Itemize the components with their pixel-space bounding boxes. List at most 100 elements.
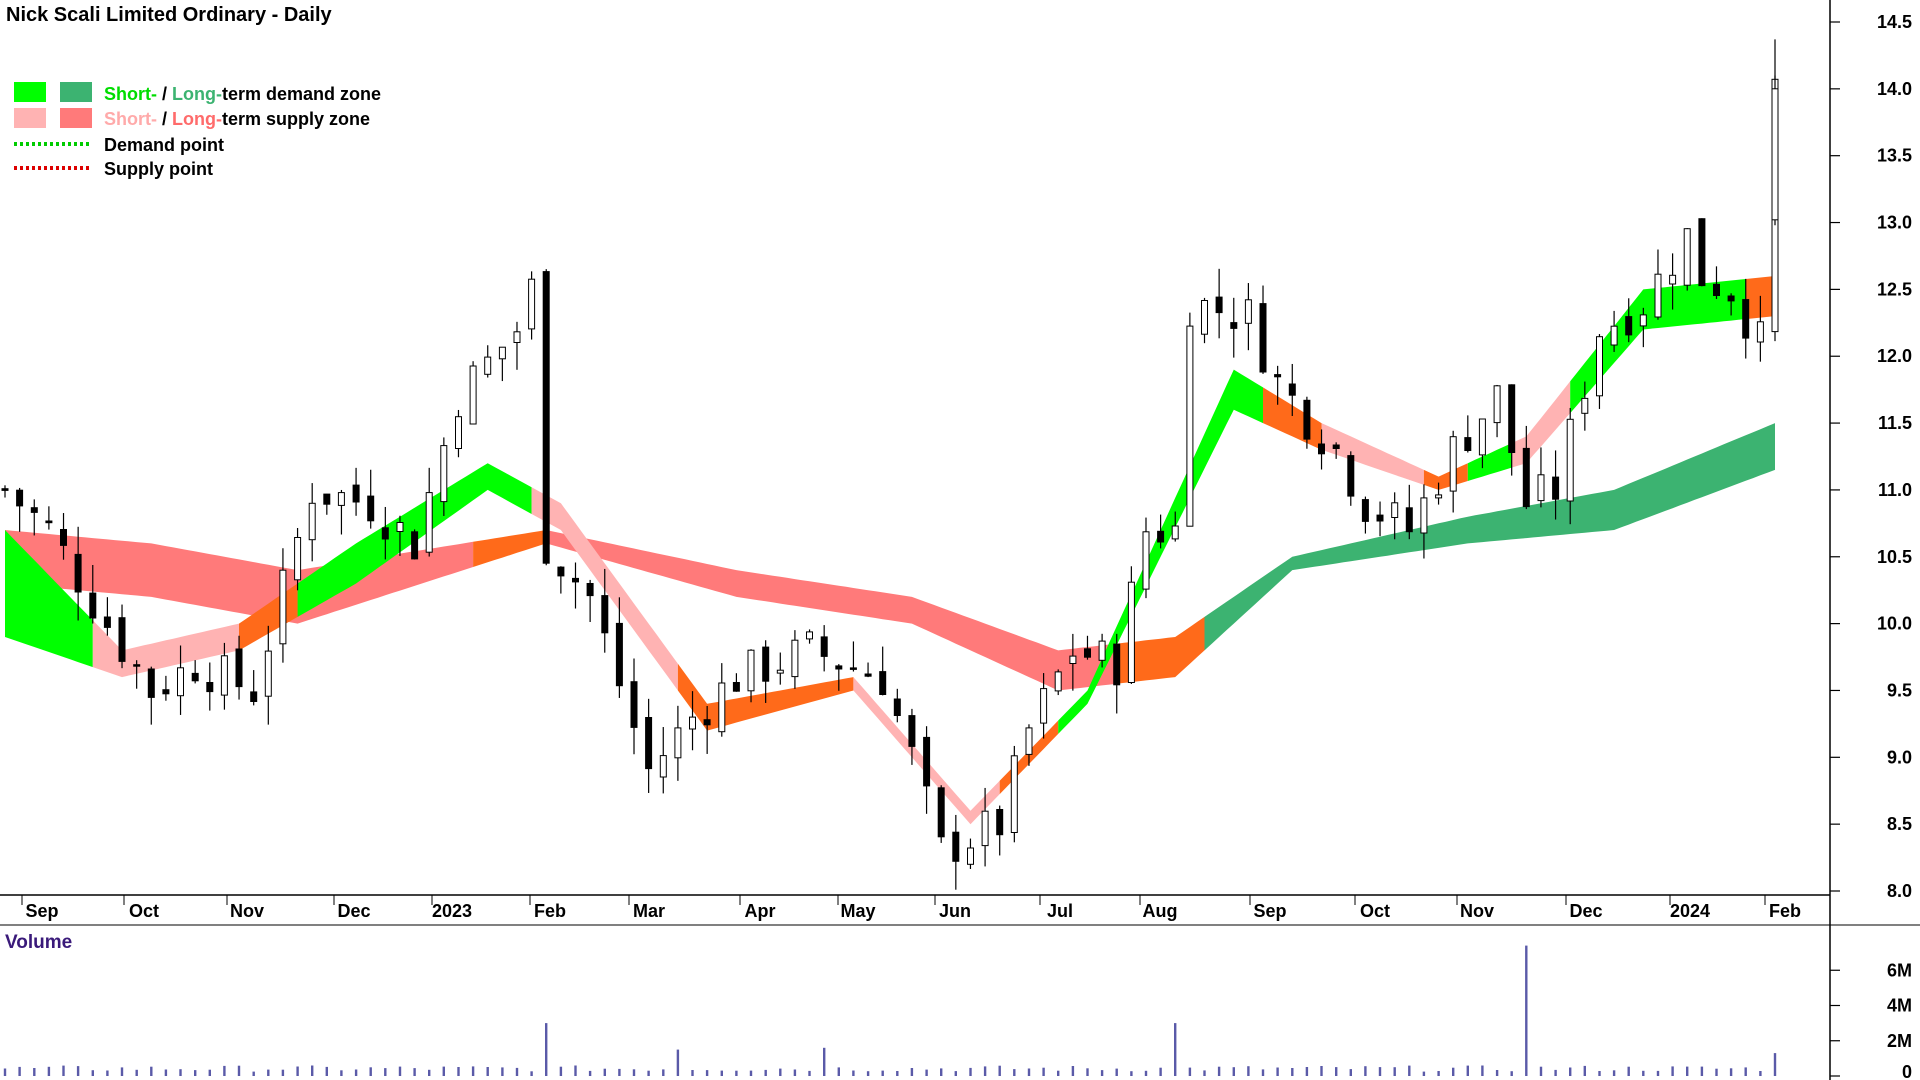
volume-bar — [881, 1070, 884, 1076]
candle-body — [791, 639, 799, 678]
candle-body — [952, 831, 960, 862]
candle-body — [469, 365, 477, 425]
candle-body — [1376, 514, 1384, 522]
candle-body — [118, 617, 126, 662]
candle-body — [1537, 474, 1545, 502]
volume-bar — [837, 1067, 840, 1076]
candle-body — [294, 537, 302, 581]
volume-bar — [1027, 1068, 1031, 1076]
volume-bar — [1174, 1023, 1177, 1076]
long-term-band-segment — [546, 530, 1117, 691]
volume-bar — [1671, 1066, 1674, 1076]
candle-body — [1171, 525, 1179, 540]
x-tick-label: Sep — [1253, 901, 1286, 921]
candle-body — [806, 631, 813, 640]
short-term-band-segment — [92, 620, 239, 678]
candle-body — [45, 520, 53, 524]
volume-bar — [1554, 1069, 1557, 1076]
candle-body — [1698, 218, 1706, 287]
candle-body — [1654, 273, 1662, 318]
y-tick-label: 14.0 — [1877, 79, 1912, 99]
candle-body — [411, 531, 419, 560]
candle-body — [923, 736, 931, 787]
volume-bar — [1188, 1067, 1192, 1076]
volume-tick-label: 2M — [1887, 1031, 1912, 1051]
candle-body — [162, 689, 170, 695]
long-term-band-segment — [1116, 616, 1205, 684]
candle-body — [1464, 437, 1472, 452]
x-tick-label: Jul — [1047, 901, 1073, 921]
volume-bar — [588, 1070, 592, 1076]
volume-bar — [779, 1068, 782, 1076]
volume-bar — [1642, 1070, 1645, 1076]
volume-bar — [354, 1069, 358, 1076]
candle-body — [1610, 325, 1618, 346]
volume-bar — [1686, 1066, 1689, 1076]
volume-bar — [413, 1068, 416, 1076]
x-tick-label: Dec — [1569, 901, 1602, 921]
x-tick-label: Feb — [1769, 901, 1801, 921]
legend-demand-zone: Short- / Long-term demand zone — [104, 84, 381, 104]
volume-bar — [896, 1071, 899, 1076]
candle-body — [1361, 499, 1369, 522]
candle-body — [1025, 727, 1033, 755]
long-term-band-segment — [473, 530, 547, 567]
volume-tick-label: 0 — [1902, 1062, 1912, 1080]
volume-bar — [179, 1069, 182, 1076]
volume-bar — [120, 1067, 124, 1076]
candle-body — [220, 655, 228, 696]
candle-body — [1625, 316, 1633, 336]
volume-bar — [574, 1065, 577, 1076]
candle-body — [528, 278, 536, 330]
volume-bar — [545, 1023, 548, 1076]
volume-bar — [676, 1049, 680, 1076]
y-tick-label: 9.5 — [1887, 681, 1912, 701]
volume-bar — [1744, 1067, 1747, 1076]
volume-bar — [1437, 1071, 1440, 1076]
volume-bar — [1466, 1065, 1469, 1076]
legend-demand-point: Demand point — [104, 135, 224, 155]
volume-bar — [691, 1070, 694, 1076]
candle-body — [1449, 436, 1457, 492]
volume-bar — [1349, 1069, 1352, 1076]
candle-body — [1157, 530, 1165, 543]
candle-body — [674, 727, 682, 759]
candle-body — [1332, 444, 1340, 449]
candle-body — [103, 616, 111, 628]
candle-body — [1318, 443, 1325, 455]
volume-bar — [471, 1066, 475, 1076]
volume-bar — [267, 1069, 270, 1076]
volume-bar — [1378, 1067, 1382, 1076]
y-tick-label: 11.5 — [1878, 413, 1912, 433]
volume-bar — [296, 1066, 299, 1076]
volume-bar — [632, 1069, 636, 1076]
candle-body — [191, 672, 199, 682]
volume-bar — [1100, 1070, 1104, 1076]
candle-body — [1054, 671, 1062, 692]
volume-bar — [1525, 945, 1528, 1076]
candle-body — [747, 649, 755, 692]
legend-supply-zone: Short- / Long-term supply zone — [104, 109, 370, 129]
volume-bar — [1320, 1066, 1323, 1076]
volume-bar — [764, 1069, 767, 1076]
volume-bar — [1335, 1067, 1338, 1076]
candle-body — [1566, 418, 1574, 502]
volume-bar — [1130, 1071, 1133, 1076]
volume-bar — [369, 1067, 372, 1076]
candle-body — [820, 636, 828, 657]
candle-body — [396, 522, 404, 532]
x-tick-label: Oct — [129, 901, 159, 921]
candle-body — [1405, 507, 1413, 533]
volume-bar — [515, 1067, 519, 1076]
x-tick-label: Nov — [230, 901, 264, 921]
short-term-band-segment — [1058, 369, 1263, 734]
candle-body — [630, 681, 638, 728]
y-tick-label: 9.0 — [1887, 747, 1912, 767]
volume-bar — [1144, 1070, 1148, 1076]
candle-body — [235, 648, 243, 688]
volume-bar — [1510, 1071, 1513, 1076]
candle-body — [864, 673, 872, 677]
volume-bar — [1715, 1068, 1718, 1076]
candle-body — [835, 665, 843, 670]
